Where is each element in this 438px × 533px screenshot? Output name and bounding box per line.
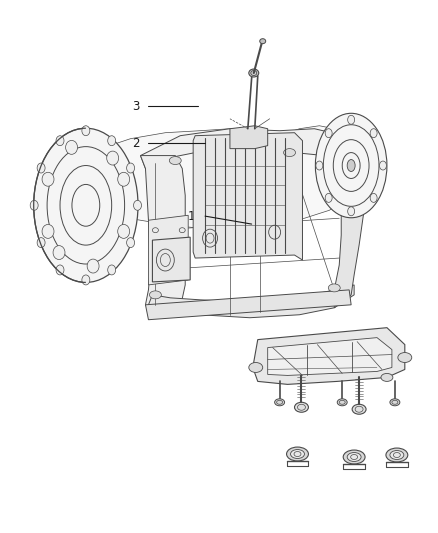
Polygon shape xyxy=(148,285,354,318)
Polygon shape xyxy=(148,215,188,285)
Ellipse shape xyxy=(127,238,134,248)
Ellipse shape xyxy=(398,352,412,362)
Polygon shape xyxy=(145,290,351,320)
Ellipse shape xyxy=(386,448,408,462)
Ellipse shape xyxy=(118,172,130,186)
Ellipse shape xyxy=(30,200,38,211)
Ellipse shape xyxy=(390,450,404,459)
Ellipse shape xyxy=(66,140,78,155)
Ellipse shape xyxy=(328,284,340,292)
Ellipse shape xyxy=(260,39,266,44)
Ellipse shape xyxy=(87,259,99,273)
Ellipse shape xyxy=(37,163,45,173)
Ellipse shape xyxy=(370,128,377,138)
Ellipse shape xyxy=(149,291,161,299)
Ellipse shape xyxy=(170,157,181,165)
Polygon shape xyxy=(268,337,392,375)
Ellipse shape xyxy=(275,399,285,406)
Ellipse shape xyxy=(337,399,347,406)
Text: 3: 3 xyxy=(132,100,140,113)
Ellipse shape xyxy=(347,453,361,462)
Ellipse shape xyxy=(379,161,386,170)
Polygon shape xyxy=(56,126,369,228)
Ellipse shape xyxy=(134,200,141,211)
Ellipse shape xyxy=(118,224,130,238)
Ellipse shape xyxy=(42,224,54,238)
Ellipse shape xyxy=(82,275,90,285)
Ellipse shape xyxy=(325,193,332,203)
Ellipse shape xyxy=(348,207,355,216)
Ellipse shape xyxy=(53,246,65,260)
Ellipse shape xyxy=(325,128,332,138)
Ellipse shape xyxy=(347,159,355,172)
Polygon shape xyxy=(193,133,303,260)
Ellipse shape xyxy=(294,402,308,412)
Polygon shape xyxy=(152,237,190,282)
Ellipse shape xyxy=(315,114,387,218)
Ellipse shape xyxy=(283,149,296,157)
Polygon shape xyxy=(230,126,268,149)
Ellipse shape xyxy=(343,450,365,464)
Ellipse shape xyxy=(286,447,308,461)
Ellipse shape xyxy=(42,172,54,186)
Text: 1: 1 xyxy=(187,209,195,223)
Ellipse shape xyxy=(82,126,90,136)
Ellipse shape xyxy=(56,265,64,275)
Ellipse shape xyxy=(249,362,263,373)
Ellipse shape xyxy=(249,69,259,77)
Ellipse shape xyxy=(390,399,400,406)
Polygon shape xyxy=(253,328,405,384)
Ellipse shape xyxy=(108,265,116,275)
Polygon shape xyxy=(141,156,185,312)
Ellipse shape xyxy=(290,449,304,458)
Ellipse shape xyxy=(107,151,119,165)
Polygon shape xyxy=(334,136,367,308)
Ellipse shape xyxy=(56,136,64,146)
Text: 2: 2 xyxy=(132,137,140,150)
Ellipse shape xyxy=(316,161,323,170)
Ellipse shape xyxy=(34,128,138,282)
Ellipse shape xyxy=(352,404,366,414)
Ellipse shape xyxy=(127,163,134,173)
Polygon shape xyxy=(141,129,367,168)
Ellipse shape xyxy=(381,374,393,382)
Ellipse shape xyxy=(37,238,45,248)
Ellipse shape xyxy=(108,136,116,146)
Ellipse shape xyxy=(370,193,377,203)
Ellipse shape xyxy=(348,115,355,124)
